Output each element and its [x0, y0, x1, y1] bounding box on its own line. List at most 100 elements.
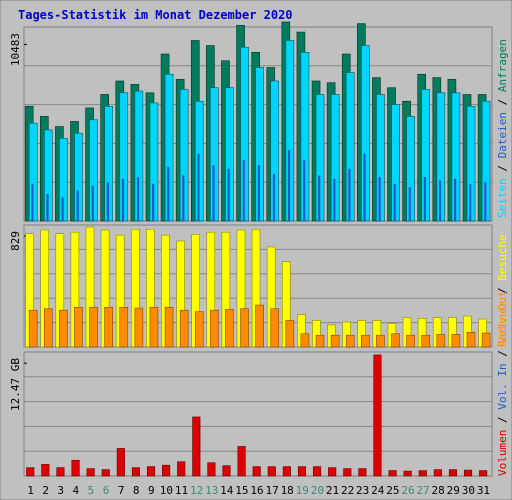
bar-dateien [484, 182, 487, 221]
x-tick-label: 28 [432, 484, 445, 497]
x-tick-label: 2 [42, 484, 49, 497]
legend-entry: Volumen [496, 430, 509, 476]
bar-volumen [252, 466, 261, 477]
legend-entry: Dateien [496, 112, 509, 158]
x-tick-label: 16 [250, 484, 263, 497]
legend-entry: Seiten [496, 178, 509, 218]
bar-dateien [61, 197, 64, 221]
x-axis-labels: 1 2 3 4 5 6 7 8 9 10 11 12 13 14 15 16 17 18 19 20 21 22 23 24 2… [27, 484, 490, 497]
x-tick-label: 1 [27, 484, 34, 497]
bar-rechner [436, 334, 446, 348]
right-legend: Seiten / Dateien / Anfragen [496, 39, 509, 218]
x-tick-label: 4 [73, 484, 80, 497]
bar-dateien [408, 187, 411, 221]
x-tick-label: 25 [386, 484, 399, 497]
x-tick-label: 10 [160, 484, 173, 497]
bar-volumen [222, 465, 231, 477]
bar-rechner [255, 304, 264, 348]
bar-dateien [469, 183, 472, 221]
bar-volumen [388, 470, 397, 477]
bar-dateien [197, 153, 200, 221]
bar-dateien [106, 182, 109, 221]
bar-rechner [89, 306, 98, 348]
bar-dateien [393, 183, 396, 221]
bar-dateien [272, 173, 276, 221]
bar-rechner [270, 308, 280, 348]
right-legend: Volumen / Vol. In / Vol. Out [496, 291, 509, 476]
x-tick-label: 19 [296, 484, 309, 497]
legend-entry: Vol. Out [496, 291, 509, 344]
x-tick-label: 29 [447, 484, 460, 497]
bar-volumen [328, 467, 337, 477]
bar-rechner [179, 309, 189, 348]
x-tick-label: 12 [190, 484, 203, 497]
x-tick-label: 21 [326, 484, 339, 497]
bar-dateien [454, 178, 457, 221]
bar-rechner [406, 334, 415, 348]
x-tick-label: 24 [371, 484, 385, 497]
bar-volumen [464, 469, 473, 477]
bar-volumen [207, 462, 216, 477]
bar-dateien [348, 168, 351, 221]
bar-volumen [116, 448, 125, 477]
y-tick-label: 829 [9, 231, 22, 251]
bar-volumen [373, 354, 382, 477]
bar-dateien [152, 183, 155, 221]
bar-rechner [240, 308, 249, 348]
x-tick-label: 23 [356, 484, 369, 497]
bar-rechner [134, 307, 144, 348]
bar-dateien [227, 168, 230, 221]
bar-dateien [31, 183, 34, 221]
x-tick-label: 15 [235, 484, 248, 497]
x-tick-label: 31 [477, 484, 490, 497]
bar-rechner [300, 333, 310, 348]
x-tick-label: 8 [133, 484, 140, 497]
bar-volumen [237, 446, 246, 477]
bar-rechner [43, 308, 53, 348]
bar-volumen [131, 467, 140, 477]
x-tick-label: 3 [57, 484, 64, 497]
bar-volumen [71, 459, 80, 477]
bar-dateien [242, 160, 245, 221]
bar-dateien [303, 160, 306, 221]
x-tick-label: 5 [88, 484, 95, 497]
bar-rechner [74, 306, 83, 348]
bar-rechner [361, 334, 370, 348]
legend-entry: Besuche [496, 234, 509, 280]
bar-volumen [282, 466, 291, 477]
x-tick-label: 14 [220, 484, 234, 497]
bar-volumen [358, 468, 367, 477]
bar-dateien [318, 175, 321, 221]
x-tick-label: 7 [118, 484, 125, 497]
panel-top: 10483 [9, 21, 493, 222]
bar-rechner [376, 334, 385, 348]
x-tick-label: 26 [401, 484, 414, 497]
x-tick-label: 20 [311, 484, 324, 497]
x-tick-label: 30 [462, 484, 475, 497]
bar-dateien [363, 153, 366, 221]
bar-rechner [391, 333, 400, 348]
bar-rechner [149, 306, 159, 348]
bar-dateien [136, 177, 140, 221]
x-tick-label: 6 [103, 484, 110, 497]
bar-rechner [28, 309, 38, 348]
bar-volumen [343, 468, 352, 477]
x-tick-label: 11 [175, 484, 188, 497]
bar-volumen [177, 461, 186, 477]
bar-volumen [162, 464, 171, 477]
bar-rechner [330, 334, 340, 348]
bar-volumen [479, 470, 488, 477]
bar-volumen [403, 470, 412, 477]
x-tick-label: 22 [341, 484, 354, 497]
y-tick-label: 12.47 GB [9, 358, 22, 411]
bar-volumen [56, 467, 65, 477]
bar-dateien [182, 175, 185, 221]
bar-rechner [345, 334, 355, 348]
bar-volumen [267, 466, 276, 477]
bar-dateien [438, 180, 442, 221]
bar-rechner [164, 306, 174, 348]
legend-entry: Rechner [496, 300, 509, 347]
bar-volumen [101, 469, 110, 477]
